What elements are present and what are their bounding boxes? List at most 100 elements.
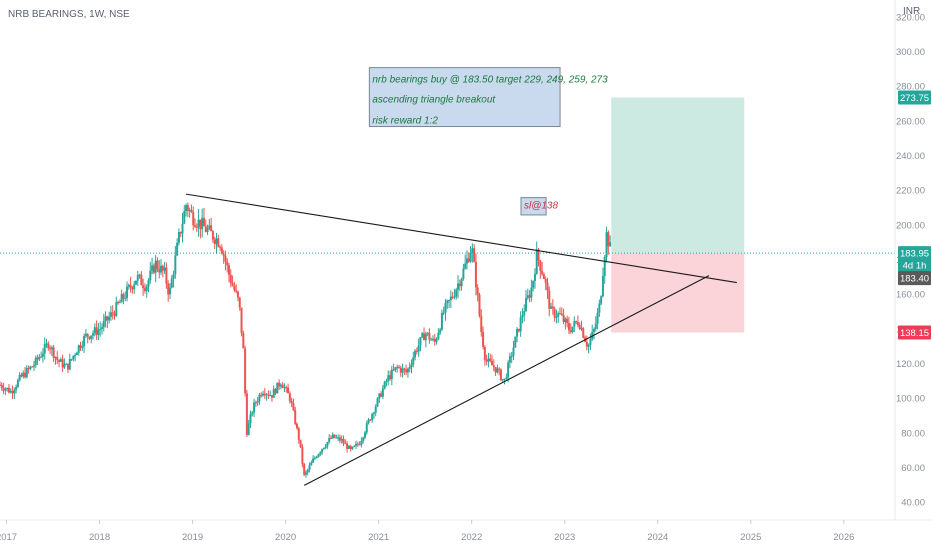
candle-body	[417, 345, 420, 352]
candle-body	[297, 428, 300, 440]
candle-body	[392, 369, 395, 371]
candle-body	[36, 357, 39, 360]
target-price-tag[interactable]	[898, 90, 931, 105]
candle-body	[40, 356, 43, 358]
candle-body	[559, 313, 562, 315]
candle-body	[338, 437, 341, 441]
last-price-tag[interactable]	[898, 246, 931, 273]
support-trendline[interactable]	[303, 275, 710, 486]
target-zone[interactable]	[611, 97, 745, 254]
candle-body	[335, 437, 338, 439]
candle-body	[118, 302, 121, 304]
candle-body	[233, 285, 236, 291]
candle-body	[235, 290, 238, 292]
x-tick-label: 2024	[647, 532, 668, 543]
candle-body	[288, 393, 291, 401]
candle-body	[274, 389, 277, 394]
candle-body	[578, 325, 581, 329]
candle-body	[496, 368, 499, 373]
candle-body	[140, 274, 143, 286]
candle-body	[160, 265, 163, 273]
candle-body	[433, 338, 436, 342]
candle-body	[600, 296, 603, 304]
candle-body	[186, 205, 189, 211]
candle-body	[458, 283, 461, 287]
candle-body	[603, 256, 606, 277]
candle-body	[238, 297, 241, 308]
candle-body	[134, 280, 137, 285]
candle-body	[226, 261, 229, 266]
candle-body	[106, 316, 109, 321]
candle-body	[462, 268, 465, 279]
candle-body	[244, 348, 247, 394]
analysis-note[interactable]	[368, 67, 561, 128]
candle-body	[52, 347, 55, 358]
candle-body	[378, 393, 381, 399]
candle-body	[381, 388, 384, 397]
y-tick-label: 280.00	[896, 82, 925, 93]
candle-body	[319, 452, 322, 455]
note-line-3: risk reward 1:2	[372, 116, 438, 127]
candle-body	[163, 267, 166, 271]
candle-body	[170, 278, 173, 288]
x-tick-label: 2020	[275, 532, 296, 543]
candle-body	[224, 255, 227, 262]
candle-body	[415, 350, 418, 352]
candle-body	[6, 387, 9, 389]
candle-body	[408, 366, 411, 369]
candle-body	[530, 287, 533, 298]
candle-body	[83, 335, 86, 347]
candle-body	[99, 328, 102, 330]
candle-body	[546, 282, 549, 291]
resistance-trendline[interactable]	[185, 193, 737, 284]
candle-body	[124, 297, 127, 299]
candle-body	[34, 357, 37, 366]
candle-body	[423, 333, 426, 341]
candle-body	[508, 356, 511, 363]
candle-body	[550, 306, 553, 309]
candle-body	[465, 258, 468, 264]
candle-body	[104, 316, 107, 321]
candle-body	[374, 406, 377, 413]
candle-body	[133, 284, 136, 290]
candle-body	[108, 316, 111, 321]
candle-body	[467, 258, 470, 262]
entry-price-tag[interactable]	[898, 271, 931, 286]
candle-body	[61, 359, 64, 368]
candle-body	[396, 366, 399, 368]
candle-body	[194, 225, 197, 227]
candle-body	[249, 414, 252, 424]
candle-body	[491, 361, 494, 366]
candle-body	[267, 394, 270, 396]
candle-body	[272, 389, 275, 398]
candle-body	[84, 333, 87, 336]
candle-body	[201, 217, 204, 230]
candle-body	[575, 321, 578, 323]
stop-loss-note[interactable]	[520, 197, 547, 216]
candle-body	[202, 217, 205, 227]
y-tick-label: 320.00	[896, 12, 925, 23]
candle-body	[464, 263, 467, 269]
stop-price-tag[interactable]	[898, 325, 931, 340]
candle-body	[355, 443, 358, 446]
candle-body	[253, 402, 256, 413]
candle-body	[592, 329, 595, 332]
candle-body	[512, 347, 515, 357]
candle-body	[480, 315, 483, 333]
candle-body	[430, 339, 433, 341]
y-tick-label: 120.00	[896, 359, 925, 370]
candle-body	[426, 332, 429, 334]
candle-body	[88, 336, 91, 339]
candle-body	[210, 225, 213, 232]
candle-body	[208, 225, 211, 229]
candle-body	[254, 402, 257, 404]
candle-body	[269, 395, 272, 397]
candle-body	[174, 255, 177, 275]
candle-body	[448, 300, 451, 302]
candle-body	[136, 275, 139, 281]
candle-body	[231, 283, 234, 286]
candle-body	[256, 401, 259, 403]
candle-body	[507, 362, 510, 378]
